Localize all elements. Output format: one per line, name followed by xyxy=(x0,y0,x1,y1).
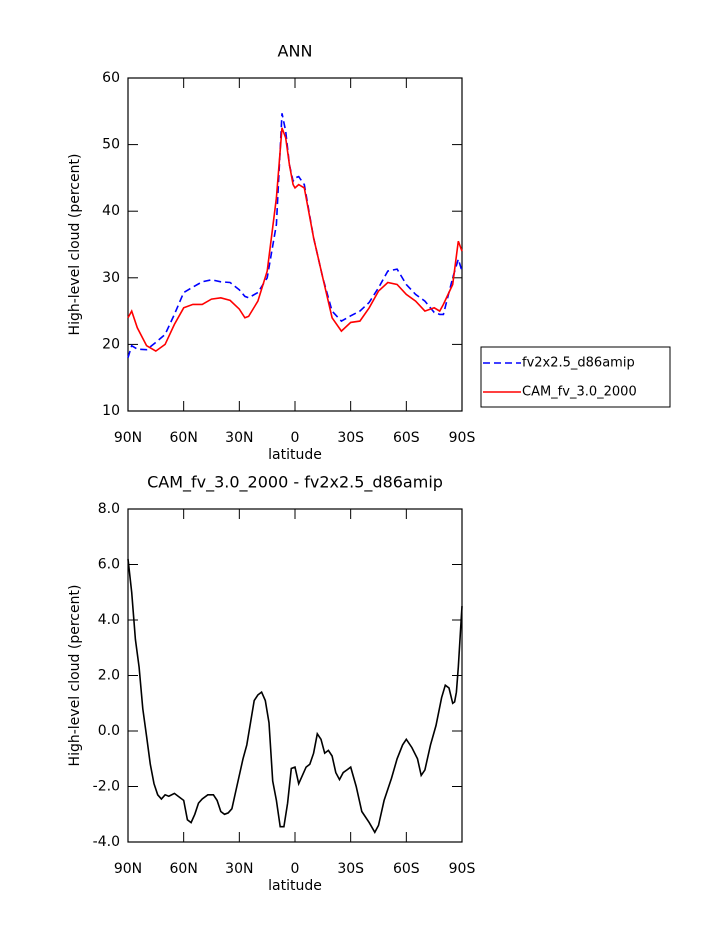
legend-label: CAM_fv_3.0_2000 xyxy=(522,385,637,400)
data-line xyxy=(127,558,463,834)
y-tick-label: 40 xyxy=(102,203,120,219)
x-tick-label: 30S xyxy=(337,430,364,446)
y-tick-label: 50 xyxy=(102,137,120,153)
y-tick-label: 60 xyxy=(102,70,120,86)
x-tick-label: 30N xyxy=(225,430,253,446)
chart-title: CAM_fv_3.0_2000 - fv2x2.5_d86amip xyxy=(147,473,443,493)
x-tick-label: 90N xyxy=(114,861,142,877)
y-tick-label: 10 xyxy=(102,403,120,419)
x-tick-label: 90S xyxy=(449,430,476,446)
x-tick-label: 0 xyxy=(291,430,300,446)
plot-frame xyxy=(127,77,463,412)
y-tick-label: 0.0 xyxy=(98,723,120,739)
chart-title: ANN xyxy=(278,42,313,61)
y-tick-label: 6.0 xyxy=(98,557,120,573)
y-tick-label: 20 xyxy=(102,336,120,352)
y-axis-label: High-level cloud (percent) xyxy=(67,154,83,336)
y-tick-label: -2.0 xyxy=(93,779,120,795)
x-tick-label: 60N xyxy=(170,430,198,446)
x-tick-label: 90N xyxy=(114,430,142,446)
x-tick-label: 60S xyxy=(393,430,420,446)
x-tick-label: 30N xyxy=(225,861,253,877)
y-tick-label: 8.0 xyxy=(98,501,120,517)
x-tick-label: 90S xyxy=(449,861,476,877)
legend-label: fv2x2.5_d86amip xyxy=(522,356,635,371)
x-tick-label: 60S xyxy=(393,861,420,877)
x-tick-label: 60N xyxy=(170,861,198,877)
data-line xyxy=(127,113,463,358)
y-tick-label: 2.0 xyxy=(98,668,120,684)
x-axis-label: latitude xyxy=(268,447,322,463)
y-axis-label: High-level cloud (percent) xyxy=(67,585,83,767)
y-tick-label: 30 xyxy=(102,270,120,286)
legend-box xyxy=(480,346,671,408)
x-axis-label: latitude xyxy=(268,878,322,894)
y-tick-label: -4.0 xyxy=(93,834,120,850)
data-line xyxy=(127,127,463,353)
plot-frame xyxy=(127,508,463,843)
x-tick-label: 30S xyxy=(337,861,364,877)
y-tick-label: 4.0 xyxy=(98,612,120,628)
x-tick-label: 0 xyxy=(291,861,300,877)
